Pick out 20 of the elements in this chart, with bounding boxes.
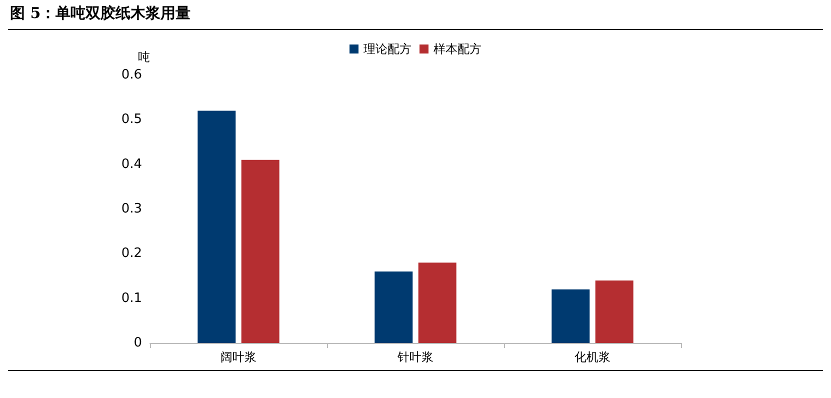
y-axis-title: 吨 [138,50,150,64]
y-tick-label: 0 [134,336,142,350]
y-tick-label: 0.3 [121,202,142,216]
x-tick-label: 阔叶浆 [220,350,256,364]
chart-title: 图 5：单吨双胶纸木浆用量 [10,4,191,23]
bar [595,280,634,343]
bar [418,262,456,343]
legend-label: 样本配方 [434,42,482,56]
y-tick-label: 0.2 [121,246,142,262]
bar [241,160,280,343]
y-tick-label: 0.4 [121,156,142,172]
bar [374,272,413,343]
bar [552,289,590,343]
y-tick-label: 0.6 [121,68,142,82]
x-tick-label: 化机浆 [574,350,610,364]
bar [198,110,236,343]
y-tick-label: 0.1 [121,290,142,306]
x-tick-label: 针叶浆 [396,350,434,364]
legend-label: 理论配方 [364,42,412,56]
y-tick-label: 0.5 [121,112,142,128]
